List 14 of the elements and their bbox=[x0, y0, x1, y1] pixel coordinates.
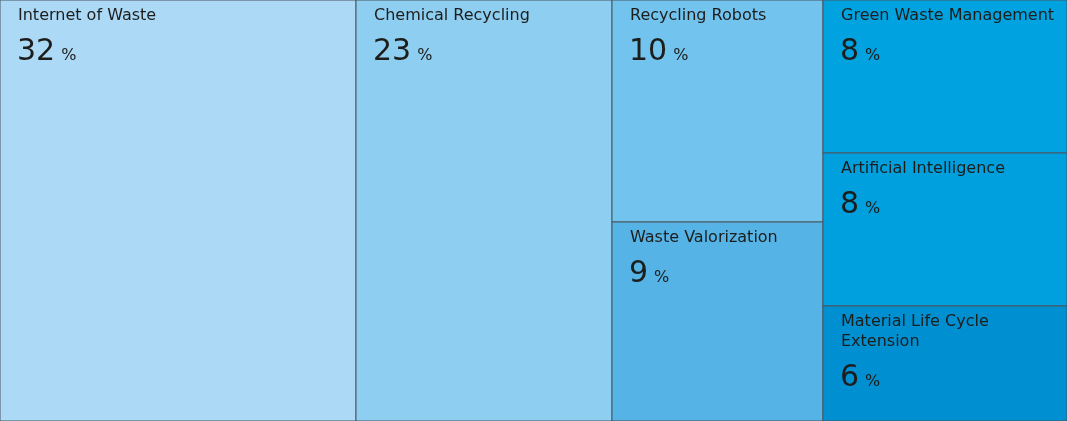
category-label: Material Life Cycle Extension bbox=[841, 311, 989, 350]
category-label: Recycling Robots bbox=[630, 5, 767, 24]
category-label: Waste Valorization bbox=[630, 227, 778, 246]
category-label: Green Waste Management bbox=[841, 5, 1055, 24]
data-label: 9 % bbox=[629, 254, 670, 289]
data-label: 8 % bbox=[840, 32, 881, 67]
data-label: 32 % bbox=[17, 32, 77, 67]
category-label: Chemical Recycling bbox=[374, 5, 530, 24]
data-label: 10 % bbox=[629, 32, 689, 67]
category-label: Internet of Waste bbox=[18, 5, 157, 24]
data-label: 8 % bbox=[840, 185, 881, 220]
data-label: 6 % bbox=[840, 358, 881, 393]
data-label: 23 % bbox=[373, 32, 433, 67]
category-label: Artificial Intelligence bbox=[841, 158, 1005, 177]
